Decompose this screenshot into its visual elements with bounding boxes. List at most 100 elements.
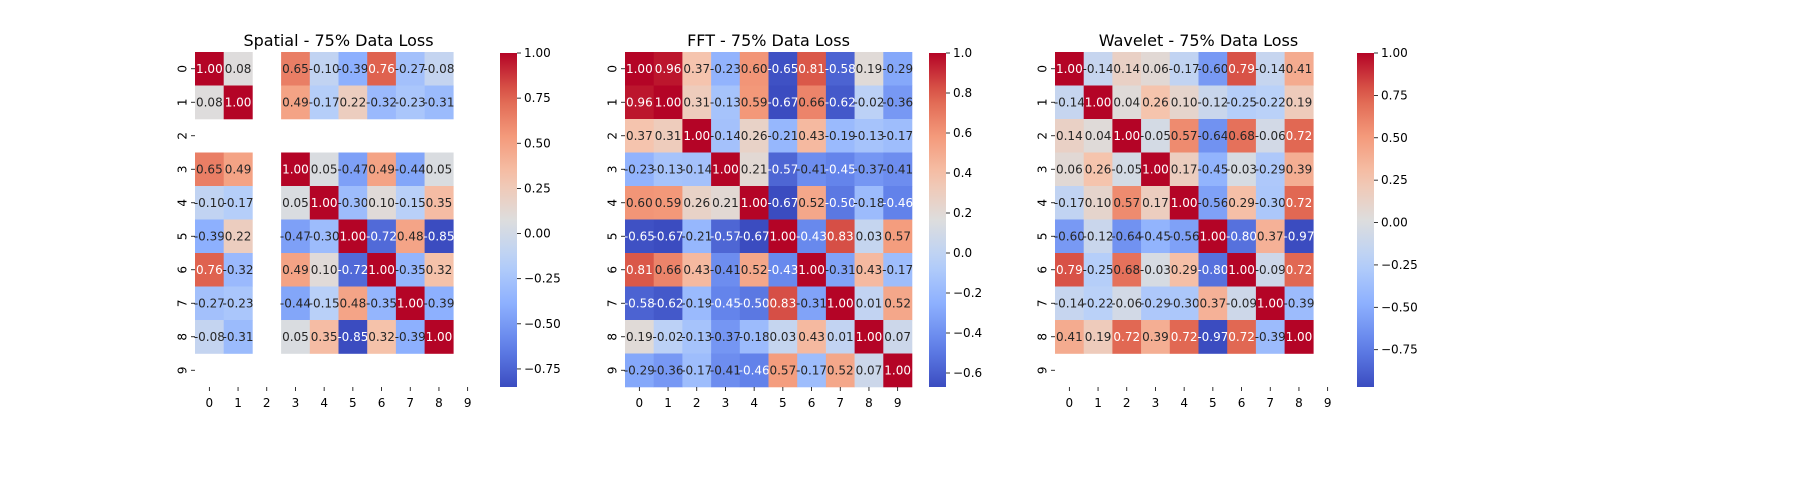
cell-value-label: -0.36 (653, 363, 684, 377)
heatmap-cell (739, 320, 769, 354)
cell-value-label: -0.32 (223, 263, 254, 277)
heatmap-cell (883, 119, 913, 153)
colorbar-tick-label: 0.0 (953, 246, 972, 260)
heatmap-cell (1255, 219, 1285, 254)
heatmap-cell (1112, 119, 1142, 153)
heatmap-cell (1227, 219, 1257, 254)
heatmap-cell (711, 119, 741, 153)
cell-value-label: -0.64 (1111, 229, 1142, 243)
cell-value-label: -0.29 (1140, 296, 1171, 310)
cell-value-label: -0.13 (853, 129, 884, 143)
cell-value-label: -0.39 (337, 62, 368, 76)
heatmap-cell (395, 85, 425, 120)
cell-value-label: -0.13 (653, 162, 684, 176)
heatmap-cell (1112, 253, 1142, 287)
chart-title: FFT - 75% Data Loss (687, 31, 850, 50)
heatmap-cell (395, 286, 425, 321)
heatmap-cell (854, 320, 884, 354)
heatmap-cell (395, 186, 425, 220)
heatmap-cell (309, 253, 339, 287)
heatmap-cell (1284, 186, 1314, 220)
cell-value-label: -0.47 (337, 162, 368, 176)
heatmap-cell (768, 186, 798, 220)
colorbar-tick-label: 0.2 (953, 206, 972, 220)
heatmap-cell (424, 286, 454, 321)
heatmap-cell (223, 253, 253, 287)
heatmap-cell (281, 320, 311, 354)
heatmap-cell (1112, 320, 1142, 354)
cell-value-label: -0.21 (767, 129, 798, 143)
colorbar-tick-label: −0.6 (953, 366, 982, 380)
heatmap-cell (797, 286, 827, 321)
heatmap-cell (768, 286, 798, 321)
heatmap-cell (682, 152, 712, 187)
cell-value-label: 1.00 (741, 196, 768, 210)
cell-value-label: -0.10 (194, 196, 225, 210)
colorbar-tick-label: 0.00 (524, 227, 551, 241)
cell-value-label: -0.03 (1140, 263, 1171, 277)
cell-value-label: 1.00 (769, 229, 796, 243)
cell-value-label: 0.57 (1171, 129, 1198, 143)
cell-value-label: 0.57 (884, 229, 911, 243)
heatmap-cell (1284, 152, 1314, 187)
cell-value-label: 0.04 (1085, 129, 1112, 143)
cell-value-label: -0.05 (1111, 162, 1142, 176)
cell-value-label: -0.62 (653, 296, 684, 310)
heatmap-cell (338, 152, 368, 187)
cell-value-label: -0.57 (710, 229, 741, 243)
cell-value-label: -0.30 (337, 196, 368, 210)
cell-value-label: 0.76 (368, 62, 395, 76)
x-tick-label: 5 (779, 396, 787, 410)
heatmap-cell (797, 219, 827, 254)
heatmap-cell (338, 219, 368, 254)
y-tick-label: 4 (1036, 199, 1050, 207)
cell-value-label: -0.09 (1255, 263, 1286, 277)
heatmap-cell (195, 186, 224, 220)
heatmap-cell (1198, 320, 1228, 354)
heatmap-cell (653, 286, 683, 321)
colorbar-tick-label: 0.8 (953, 86, 972, 100)
heatmap-cell (1227, 186, 1257, 220)
y-tick-label: 5 (176, 232, 190, 240)
heatmap-cell (653, 52, 683, 86)
cell-value-label: -0.22 (1083, 296, 1114, 310)
cell-value-label: -0.15 (395, 196, 426, 210)
cell-value-label: -0.39 (194, 229, 225, 243)
heatmap-cell (1227, 52, 1257, 86)
x-tick-label: 1 (234, 396, 242, 410)
colorbar-tick-label: −0.4 (953, 326, 982, 340)
heatmap-cell (682, 320, 712, 354)
cell-value-label: -0.14 (710, 129, 741, 143)
y-tick-label: 9 (1036, 366, 1050, 374)
y-tick-label: 9 (606, 366, 620, 374)
y-tick-label: 6 (606, 266, 620, 274)
heatmap-cell (223, 286, 253, 321)
y-tick-label: 7 (606, 299, 620, 307)
heatmap-cell (367, 320, 397, 354)
cell-value-label: -0.39 (423, 296, 454, 310)
heatmap-cell (424, 186, 454, 220)
cell-value-label: -0.45 (825, 162, 856, 176)
heatmap-cell (1227, 253, 1257, 287)
cell-value-label: 0.79 (1056, 263, 1083, 277)
cell-value-label: 0.81 (626, 263, 653, 277)
heatmap-cell (1083, 186, 1113, 220)
heatmap-cell (195, 85, 224, 120)
heatmap-cell (424, 320, 454, 354)
cell-value-label: 0.68 (1228, 129, 1255, 143)
cell-value-label: -0.47 (280, 229, 311, 243)
heatmap-cell (825, 320, 855, 354)
x-tick-label: 9 (894, 396, 902, 410)
heatmap-cell (797, 119, 827, 153)
cell-value-label: 1.00 (1056, 62, 1083, 76)
cell-value-label: -0.23 (710, 62, 741, 76)
cell-value-label: -0.37 (710, 330, 741, 344)
x-tick-label: 6 (378, 396, 386, 410)
heatmap-cell (797, 52, 827, 86)
heatmap-cell (682, 253, 712, 287)
cell-value-label: -0.85 (423, 229, 454, 243)
heatmap-cell (797, 85, 827, 120)
heatmap-cell (309, 186, 339, 220)
heatmap-cell (424, 253, 454, 287)
